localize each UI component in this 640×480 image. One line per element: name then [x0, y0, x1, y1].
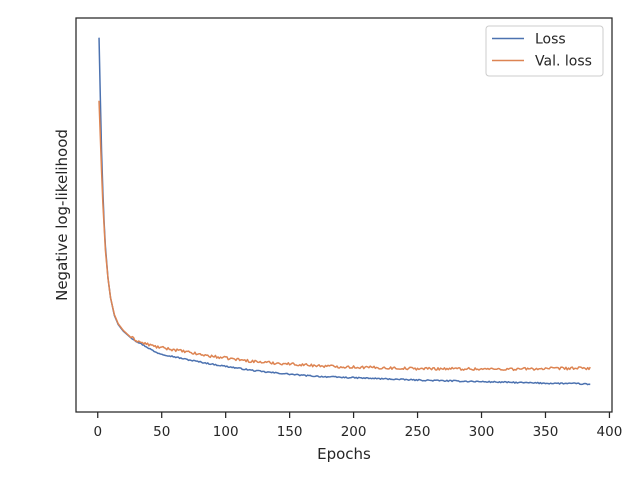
x-tick-label: 0	[93, 424, 102, 440]
y-axis-label: Negative log-likelihood	[53, 129, 71, 301]
x-tick-label: 150	[277, 424, 303, 440]
x-tick-label: 50	[153, 424, 170, 440]
x-axis-ticks: 0 50 100 150 200 250 300 350 400	[93, 412, 622, 440]
x-tick-label: 200	[341, 424, 367, 440]
x-tick-label: 250	[405, 424, 431, 440]
series-line-val-loss	[98, 100, 591, 372]
x-tick-label: 100	[213, 424, 239, 440]
legend-label-val-loss: Val. loss	[535, 54, 592, 70]
legend: Loss Val. loss	[485, 25, 604, 77]
series-lines	[98, 37, 591, 386]
x-tick-label: 350	[533, 424, 559, 440]
legend-label-loss: Loss	[535, 32, 566, 48]
series-line-loss	[98, 37, 591, 386]
plot-frame	[75, 17, 613, 413]
x-tick-label: 400	[597, 424, 623, 440]
x-axis-label: Epochs	[317, 445, 371, 463]
x-tick-label: 300	[469, 424, 495, 440]
plot-area	[76, 18, 612, 412]
